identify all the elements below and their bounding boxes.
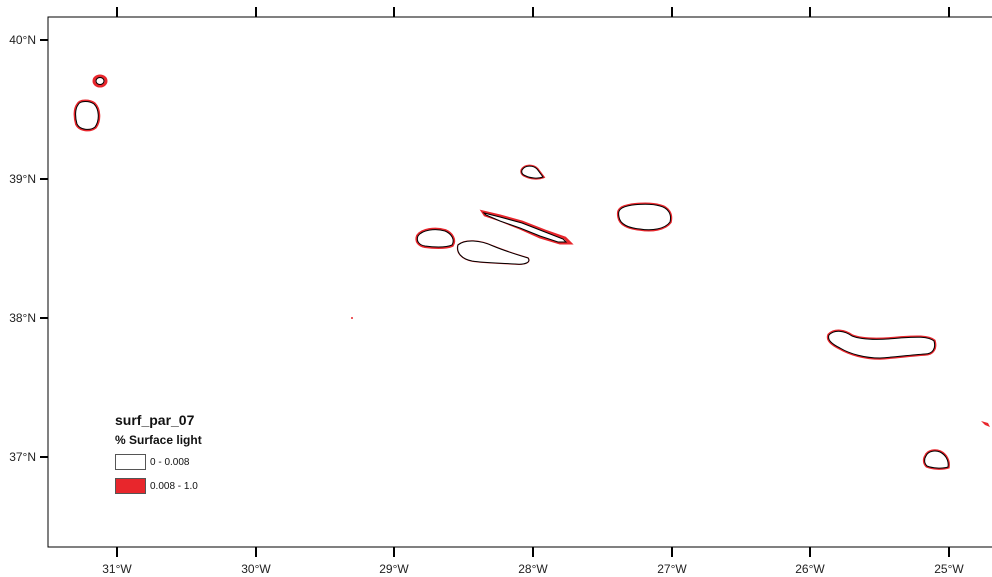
lon-label-30w: 30°W [241, 562, 271, 576]
island-pico [456, 240, 530, 265]
map-frame [47, 16, 992, 548]
small-red-dot [351, 317, 353, 319]
lon-label-25w: 25°W [934, 562, 964, 576]
island-santa-maria [922, 449, 950, 470]
island-corvo [92, 74, 108, 88]
lon-label-28w: 28°W [518, 562, 548, 576]
legend-swatch-high [115, 478, 146, 494]
lat-label-39n: 39°N [9, 172, 36, 186]
legend-label-high: 0.008 - 1.0 [150, 480, 198, 492]
legend-title: surf_par_07 [115, 412, 195, 428]
lon-label-31w: 31°W [102, 562, 132, 576]
formigas-patch [981, 421, 990, 427]
island-faial [415, 227, 456, 249]
top-ticks [116, 7, 950, 17]
legend-swatch-low [115, 454, 146, 470]
lat-label-38n: 38°N [9, 311, 36, 325]
island-flores [73, 99, 101, 132]
legend-label-low: 0 - 0.008 [150, 456, 190, 468]
legend: surf_par_07 % Surface light 0 - 0.008 0.… [115, 412, 202, 500]
lon-label-26w: 26°W [795, 562, 825, 576]
left-ticks [40, 39, 48, 458]
island-graciosa [520, 164, 546, 180]
legend-row-high: 0.008 - 1.0 [115, 476, 202, 496]
island-sao-miguel [826, 329, 937, 360]
bottom-ticks [116, 547, 950, 557]
legend-subtitle: % Surface light [115, 433, 202, 447]
island-sao-jorge [479, 209, 574, 245]
lat-label-37n: 37°N [9, 450, 36, 464]
lat-label-40n: 40°N [9, 33, 36, 47]
island-terceira [616, 202, 673, 232]
lon-label-27w: 27°W [657, 562, 687, 576]
lon-label-29w: 29°W [379, 562, 409, 576]
legend-row-low: 0 - 0.008 [115, 452, 202, 472]
